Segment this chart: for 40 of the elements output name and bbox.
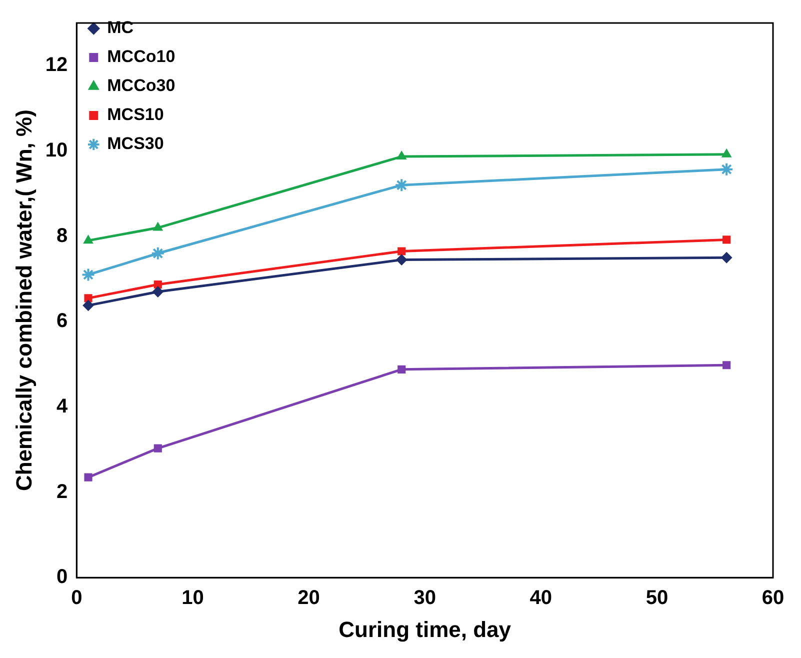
y-tick-label: 0 [56, 566, 68, 588]
y-tick-label: 12 [45, 54, 68, 76]
point [153, 222, 163, 231]
point [84, 294, 92, 302]
y-tick-label: 6 [56, 310, 68, 332]
x-tick-label: 40 [530, 587, 552, 610]
point [722, 148, 732, 158]
point [396, 254, 408, 266]
y-tick-label: 4 [56, 395, 69, 418]
legend-label: MCS30 [107, 134, 164, 154]
point [722, 361, 731, 370]
legend-label: MCS10 [107, 105, 164, 124]
x-tick-label: 30 [414, 587, 436, 610]
point [154, 444, 162, 452]
x-axis-title: Curing time, day [338, 616, 512, 642]
legend-label: MCCo30 [107, 76, 176, 96]
x-tick-label: 10 [182, 587, 204, 610]
legend-label: MCCo10 [107, 47, 176, 66]
x-tick-label: 0 [71, 587, 82, 610]
x-tick-label: 20 [298, 587, 320, 610]
point [720, 162, 734, 176]
y-tick-label: 2 [56, 480, 68, 503]
y-tick-label: 10 [45, 140, 68, 162]
point [722, 236, 731, 244]
point [152, 286, 164, 298]
point [154, 280, 162, 289]
point [84, 473, 92, 482]
point [721, 252, 732, 264]
point [82, 300, 94, 311]
point [81, 268, 96, 282]
x-tick-label: 60 [762, 587, 784, 610]
point [398, 365, 406, 374]
point [150, 246, 165, 260]
point [398, 247, 406, 256]
point [396, 151, 406, 160]
y-axis-title: Chemically combined water,( Wn, %) [11, 110, 36, 492]
x-tick-label: 50 [646, 587, 668, 610]
y-tick-label: 8 [56, 224, 68, 247]
point [394, 178, 409, 192]
point [83, 235, 94, 244]
